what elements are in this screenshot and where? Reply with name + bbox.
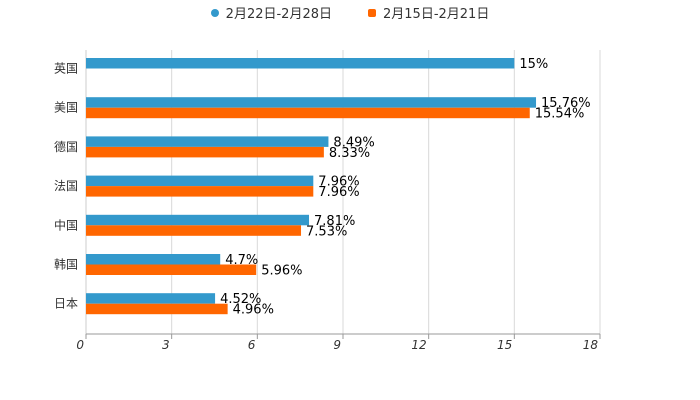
legend-item-series-1[interactable]: 2月22日-2月28日 bbox=[210, 3, 332, 22]
legend-label-series-2: 2月15日-2月21日 bbox=[383, 7, 490, 22]
x-tick-label: 9 bbox=[333, 338, 341, 352]
legend-swatch-series-1 bbox=[210, 8, 219, 17]
bar-series-1[interactable] bbox=[86, 293, 216, 304]
data-label: 7.53% bbox=[306, 224, 347, 239]
category-label: 美国 bbox=[54, 101, 78, 115]
data-label: 7.96% bbox=[318, 175, 359, 190]
bar-series-2[interactable] bbox=[86, 264, 257, 276]
data-label: 4.52% bbox=[220, 292, 261, 307]
category-label: 日本 bbox=[54, 297, 78, 311]
bar-series-1[interactable] bbox=[86, 97, 537, 108]
x-tick-label: 12 bbox=[411, 338, 426, 352]
data-label: 4.96% bbox=[233, 303, 274, 318]
bar-series-1[interactable] bbox=[86, 254, 221, 265]
data-label: 5.96% bbox=[261, 264, 302, 279]
data-label: 7.81% bbox=[314, 214, 355, 229]
bar-series-1[interactable] bbox=[86, 136, 329, 147]
category-label: 英国 bbox=[54, 62, 78, 76]
x-tick-label: 6 bbox=[248, 338, 256, 352]
category-label: 韩国 bbox=[54, 257, 78, 272]
data-label: 15% bbox=[519, 57, 548, 72]
bar-series-2[interactable] bbox=[86, 186, 314, 197]
bar-series-1[interactable] bbox=[86, 175, 314, 187]
data-label: 4.7% bbox=[225, 253, 258, 268]
legend-item-series-2[interactable]: 2月15日-2月21日 bbox=[368, 3, 489, 22]
bar-series-2[interactable] bbox=[86, 303, 228, 315]
data-label: 8.49% bbox=[333, 135, 374, 150]
bar-series-1[interactable] bbox=[86, 214, 310, 226]
bar-series-2[interactable] bbox=[86, 107, 530, 119]
category-label: 法国 bbox=[54, 179, 78, 193]
data-label: 7.96% bbox=[318, 185, 359, 200]
legend-label-series-1: 2月22日-2月28日 bbox=[225, 7, 332, 22]
bar-series-2[interactable] bbox=[86, 225, 302, 236]
legend-swatch-series-2 bbox=[368, 8, 376, 17]
category-label: 中国 bbox=[54, 217, 78, 232]
category-label: 德国 bbox=[54, 139, 78, 154]
x-tick-label: 18 bbox=[583, 338, 599, 352]
legend: 2月22日-2月28日 2月15日-2月21日 bbox=[0, 3, 700, 22]
x-tick-label: 3 bbox=[162, 338, 170, 352]
bar-series-2[interactable] bbox=[86, 146, 324, 158]
data-label: 15.54% bbox=[535, 107, 585, 122]
bar-series-1[interactable] bbox=[86, 58, 515, 69]
x-tick-label: 0 bbox=[76, 338, 84, 352]
data-label: 15.76% bbox=[541, 96, 591, 111]
data-label: 8.33% bbox=[329, 146, 370, 161]
x-tick-label: 15 bbox=[497, 338, 512, 352]
